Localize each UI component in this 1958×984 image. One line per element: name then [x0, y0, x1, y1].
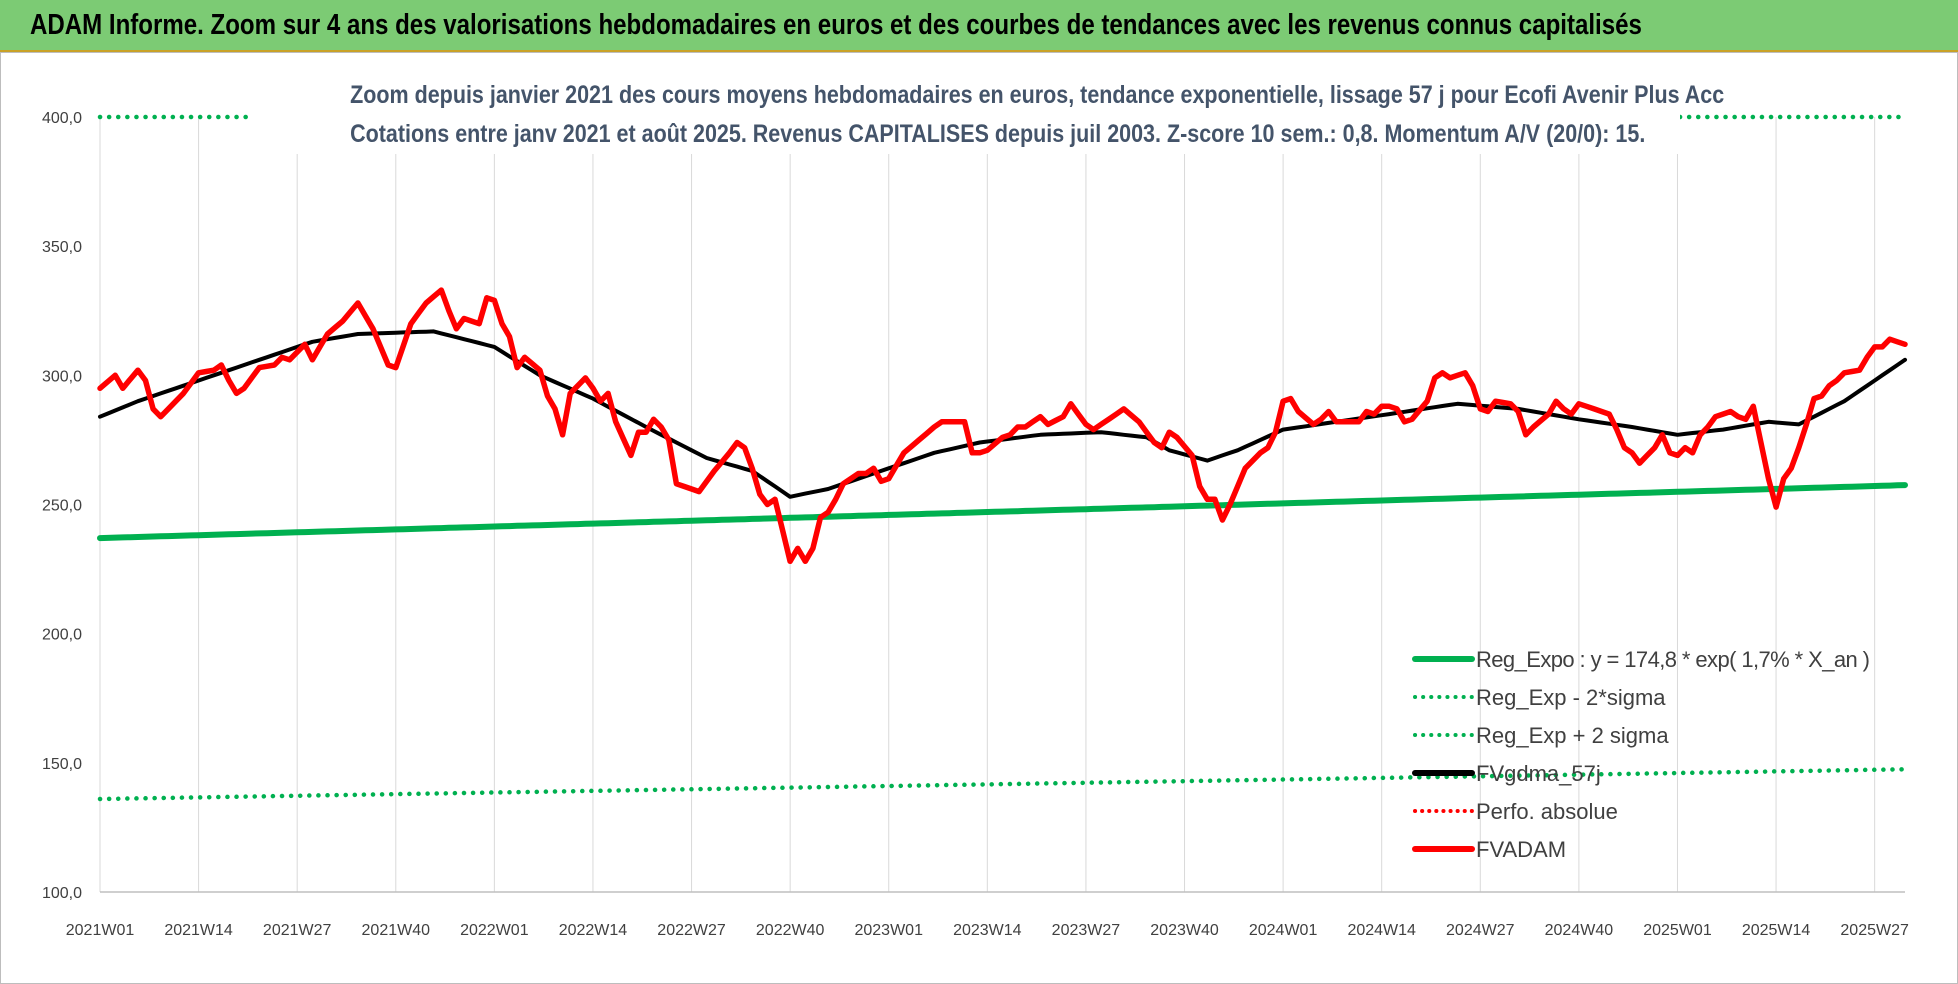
x-tick-label: 2024W01 [1249, 922, 1318, 939]
x-tick-label: 2024W40 [1545, 922, 1614, 939]
legend-label-1: Reg_Exp - 2*sigma [1476, 685, 1666, 710]
x-tick-label: 2025W14 [1742, 922, 1811, 939]
x-tick-label: 2024W14 [1347, 922, 1416, 939]
y-tick-label: 200,0 [42, 627, 82, 644]
x-tick-label: 2021W27 [263, 922, 332, 939]
y-tick-label: 150,0 [42, 756, 82, 773]
x-tick-label: 2022W14 [559, 922, 628, 939]
y-tick-label: 250,0 [42, 498, 82, 515]
legend-label-2: Reg_Exp + 2 sigma [1476, 723, 1669, 748]
header-bar: ADAM Informe. Zoom sur 4 ans des valoris… [0, 0, 1958, 52]
legend-label-0: Reg_Expo : y = 174,8 * exp( 1,7% * X_an … [1476, 647, 1870, 672]
series-fvadam [97, 287, 1908, 565]
x-tick-label: 2022W01 [460, 922, 529, 939]
x-tick-label: 2023W40 [1150, 922, 1219, 939]
x-tick-label: 2024W27 [1446, 922, 1515, 939]
x-tick-label: 2023W27 [1052, 922, 1121, 939]
page-title: ADAM Informe. Zoom sur 4 ans des valoris… [30, 9, 1642, 41]
x-tick-label: 2023W14 [953, 922, 1022, 939]
x-tick-label: 2023W01 [854, 922, 923, 939]
x-tick-label: 2025W27 [1840, 922, 1909, 939]
x-tick-label: 2022W40 [756, 922, 825, 939]
legend-label-3: FVgdma_57j [1476, 761, 1601, 786]
legend-label-4: Perfo. absolue [1476, 799, 1618, 824]
legend-label-5: FVADAM [1476, 837, 1566, 862]
series-reg-minus-2sigma [97, 767, 1908, 802]
chart-title-line-2: Cotations entre janv 2021 et août 2025. … [350, 120, 1646, 148]
x-tick-label: 2022W27 [657, 922, 726, 939]
y-tick-label: 300,0 [42, 368, 82, 385]
chart-title: Zoom depuis janvier 2021 des cours moyen… [250, 76, 1725, 154]
x-tick-label: 2021W01 [66, 922, 135, 939]
series-fvgdma-57j [98, 329, 1907, 499]
x-tick-label: 2021W40 [362, 922, 431, 939]
x-tick-label: 2021W14 [164, 922, 233, 939]
x-tick-label: 2025W01 [1643, 922, 1712, 939]
y-tick-label: 100,0 [42, 885, 82, 902]
y-tick-label: 400,0 [42, 110, 82, 127]
y-tick-label: 350,0 [42, 239, 82, 256]
series-reg-expo [97, 482, 1908, 542]
chart-title-line-1: Zoom depuis janvier 2021 des cours moyen… [350, 81, 1725, 109]
